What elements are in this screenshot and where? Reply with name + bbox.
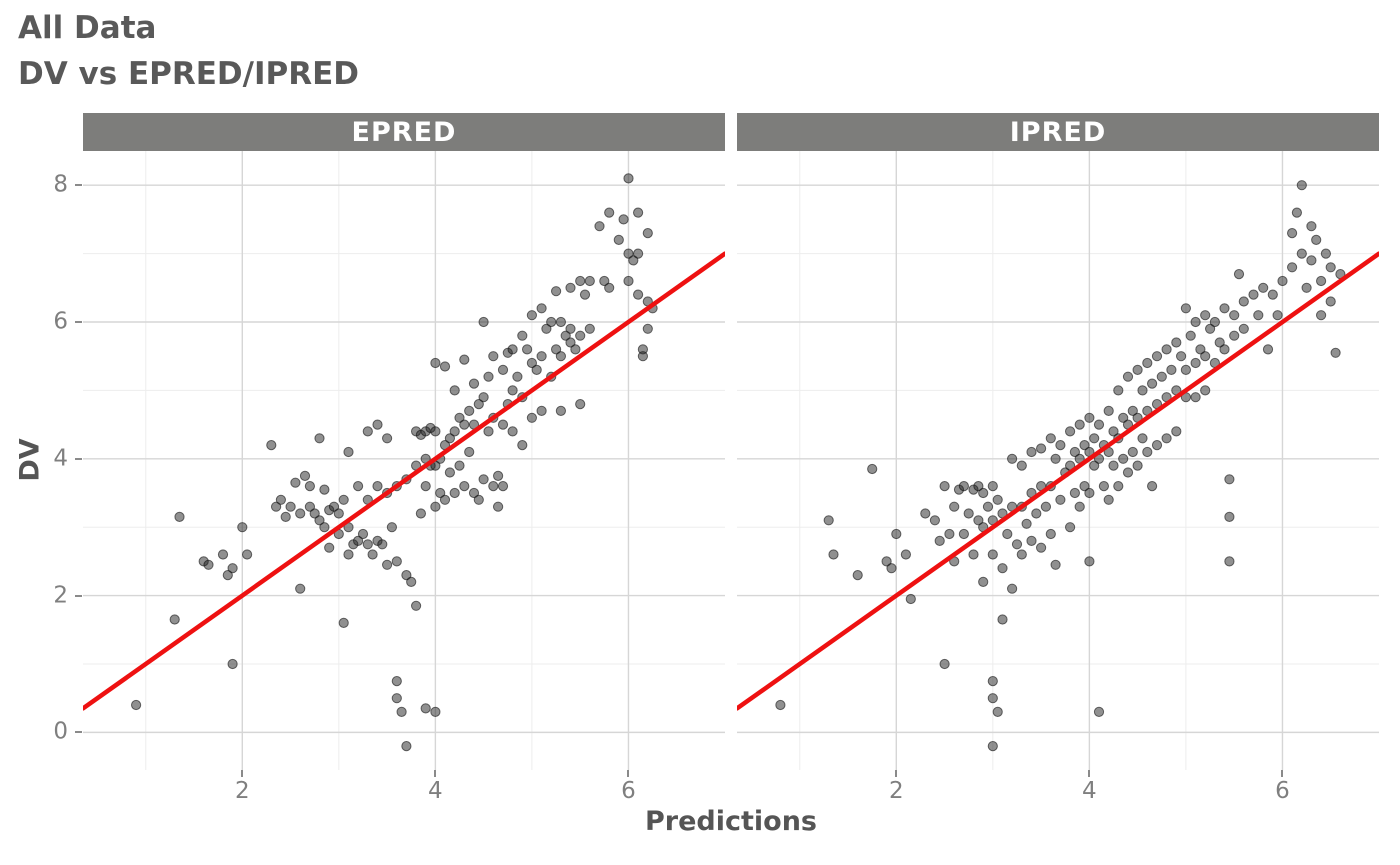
y-tick-label: 8 (53, 171, 68, 198)
x-tick-label: 6 (621, 778, 636, 804)
x-tick-label: 4 (428, 778, 443, 804)
gridlines-major (737, 151, 1379, 770)
y-tick-mark (75, 184, 82, 187)
scatter-points (775, 180, 1346, 752)
y-tick-label: 6 (53, 308, 68, 335)
facet-strip-ipred-label: IPRED (1009, 116, 1107, 148)
x-tick-mark (1088, 770, 1091, 777)
y-tick-label: 0 (53, 718, 68, 745)
x-tick-mark (895, 770, 898, 777)
scatter-panel-ipred (737, 151, 1379, 770)
chart-title: All Data (18, 10, 157, 46)
gridlines-major (83, 151, 725, 770)
x-tick-mark (627, 770, 630, 777)
x-tick-mark (434, 770, 437, 777)
y-axis-title: DV (14, 438, 46, 482)
y-tick-mark (75, 320, 82, 323)
x-tick-label: 2 (888, 778, 904, 804)
panel-background (83, 151, 725, 770)
scatter-panel-epred (83, 151, 725, 770)
x-tick-label: 6 (1275, 778, 1290, 804)
facet-strip-epred: EPRED (83, 113, 725, 151)
facet-strip-epred-label: EPRED (351, 116, 457, 148)
y-tick-label: 2 (53, 582, 68, 609)
y-tick-mark (75, 731, 82, 734)
identity-line (83, 251, 725, 711)
x-tick-mark (241, 770, 244, 777)
x-tick-label: 2 (234, 778, 250, 804)
chart-subtitle: DV vs EPRED/IPRED (18, 56, 359, 92)
identity-line (737, 251, 1379, 711)
x-tick-mark (1281, 770, 1284, 777)
gridlines-minor (737, 151, 1379, 770)
facet-strip-ipred: IPRED (737, 113, 1379, 151)
y-tick-label: 4 (53, 445, 68, 472)
y-tick-mark (75, 457, 82, 460)
x-tick-label: 4 (1082, 778, 1097, 804)
gridlines-minor (83, 151, 725, 770)
x-axis-title: Predictions (644, 806, 817, 837)
y-tick-mark (75, 594, 82, 597)
